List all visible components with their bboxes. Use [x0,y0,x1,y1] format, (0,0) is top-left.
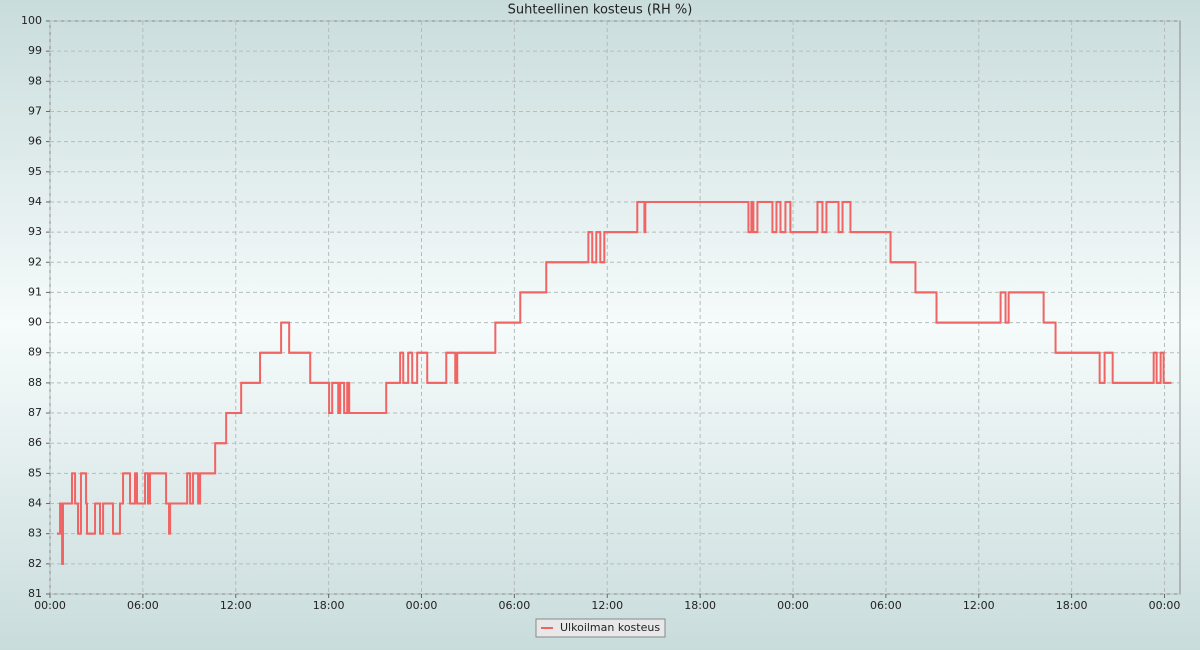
chart-title: Suhteellinen kosteus (RH %) [508,3,693,18]
legend-box [535,618,666,638]
x-tick-label: 18:00 [1056,599,1088,612]
x-tick-label: 06:00 [127,599,159,612]
x-tick-label: 00:00 [34,599,66,612]
y-tick-label: 93 [28,225,42,238]
y-tick-label: 99 [28,44,42,57]
y-tick-label: 84 [28,497,42,510]
y-tick-label: 100 [21,14,42,27]
x-tick-label: 06:00 [499,599,531,612]
x-tick-label: 12:00 [591,599,623,612]
x-tick-label: 00:00 [777,599,809,612]
plot-area [49,20,1181,595]
x-tick-label: 18:00 [684,599,716,612]
x-tick-label: 12:00 [963,599,995,612]
y-tick-label: 94 [28,195,42,208]
y-tick-label: 98 [28,74,42,87]
legend: Ulkoilman kosteus [535,618,666,638]
y-tick-label: 95 [28,165,42,178]
y-tick-label: 83 [28,527,42,540]
y-tick-label: 82 [28,557,42,570]
y-tick-label: 87 [28,406,42,419]
y-tick-label: 88 [28,376,42,389]
y-tick-label: 92 [28,255,42,268]
y-tick-label: 90 [28,316,42,329]
y-tick-label: 91 [28,285,42,298]
y-tick-label: 81 [28,587,42,600]
y-tick-label: 96 [28,135,42,148]
y-tick-label: 85 [28,466,42,479]
x-tick-label: 00:00 [406,599,438,612]
y-tick-label: 97 [28,104,42,117]
y-tick-label: 86 [28,436,42,449]
x-tick-label: 12:00 [220,599,252,612]
x-tick-label: 18:00 [313,599,345,612]
y-tick-label: 89 [28,346,42,359]
x-tick-label: 00:00 [1149,599,1181,612]
legend-label: Ulkoilman kosteus [560,621,660,634]
x-tick-label: 06:00 [870,599,902,612]
